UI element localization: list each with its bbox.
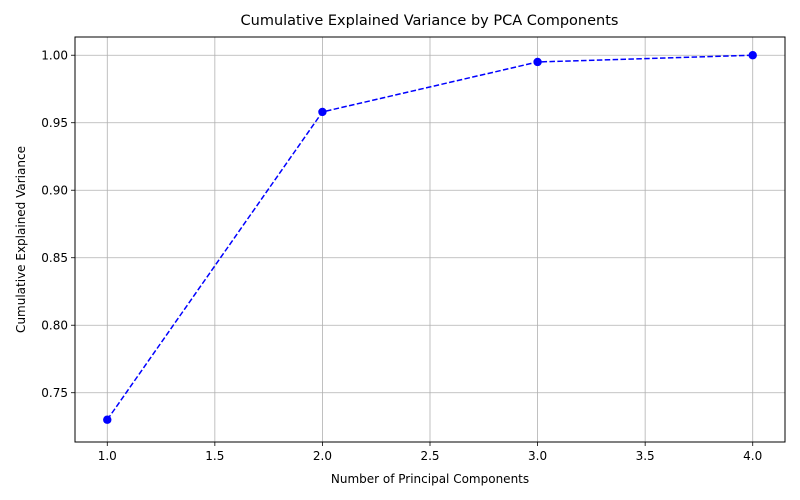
data-point-marker — [318, 107, 327, 117]
x-axis-title: Number of Principal Components — [331, 472, 529, 486]
x-tick-label: 1.5 — [205, 449, 224, 463]
y-tick-label: 0.75 — [41, 386, 68, 400]
data-point-marker — [103, 415, 112, 424]
x-tick-label: 3.0 — [528, 449, 547, 463]
series-line — [106, 54, 753, 421]
x-tick-label: 3.5 — [636, 449, 655, 463]
marker-layer — [103, 51, 757, 424]
data-point-marker — [748, 51, 757, 60]
x-tick-label: 4.0 — [743, 449, 762, 463]
data-point-marker — [533, 57, 542, 67]
y-axis-title: Cumulative Explained Variance — [14, 146, 28, 333]
y-axis: 0.75 0.80 0.85 0.90 0.95 1.00 — [41, 49, 75, 400]
y-tick-label: 0.85 — [41, 251, 68, 265]
x-axis: 1.0 1.5 2.0 2.5 3.0 3.5 4.0 — [98, 442, 762, 463]
x-tick-label: 1.0 — [98, 449, 117, 463]
series-line-layer — [106, 54, 753, 421]
y-tick-label: 0.90 — [41, 184, 68, 198]
y-tick-label: 1.00 — [41, 49, 68, 63]
grid — [75, 37, 785, 442]
y-tick-label: 0.95 — [41, 116, 68, 130]
x-tick-label: 2.0 — [313, 449, 332, 463]
y-tick-label: 0.80 — [41, 319, 68, 333]
x-tick-label: 2.5 — [420, 449, 439, 463]
chart-title: Cumulative Explained Variance by PCA Com… — [241, 13, 619, 29]
